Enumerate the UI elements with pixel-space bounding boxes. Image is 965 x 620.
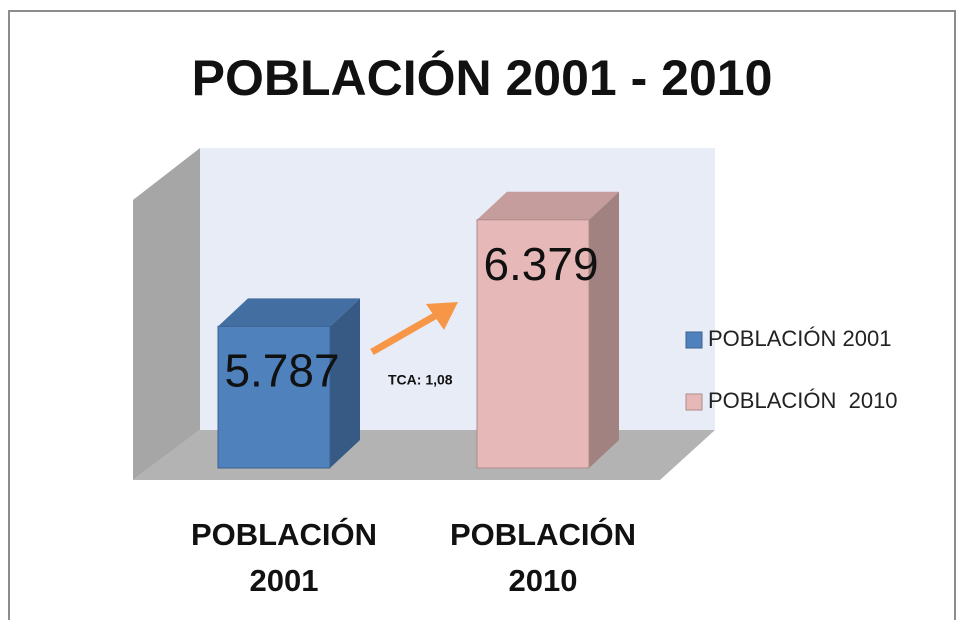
growth-arrow-head [426, 302, 458, 330]
annotation: TCA: 1,08 [388, 372, 453, 388]
side-wall [133, 148, 200, 480]
x-tick-label: POBLACIÓN 2010 [450, 517, 636, 598]
bar-side [330, 298, 360, 468]
x-tick-label: POBLACIÓN 2001 [191, 517, 377, 598]
legend-swatch [685, 393, 703, 411]
legend-swatch [685, 331, 703, 349]
growth-arrow [370, 309, 442, 356]
bar-top [218, 298, 360, 327]
legend-label: POBLACIÓN 2001 [708, 326, 891, 351]
bar [217, 325, 331, 469]
value-label: 5.787 [224, 344, 339, 396]
bar-side [589, 191, 619, 468]
bar [476, 219, 590, 469]
value-label: 6.379 [483, 238, 598, 290]
chart-title: POBLACIÓN 2001 - 2010 [192, 50, 773, 106]
bar-top [477, 191, 619, 220]
chart-frame [8, 10, 956, 620]
legend-label: POBLACIÓN 2010 [708, 388, 898, 413]
